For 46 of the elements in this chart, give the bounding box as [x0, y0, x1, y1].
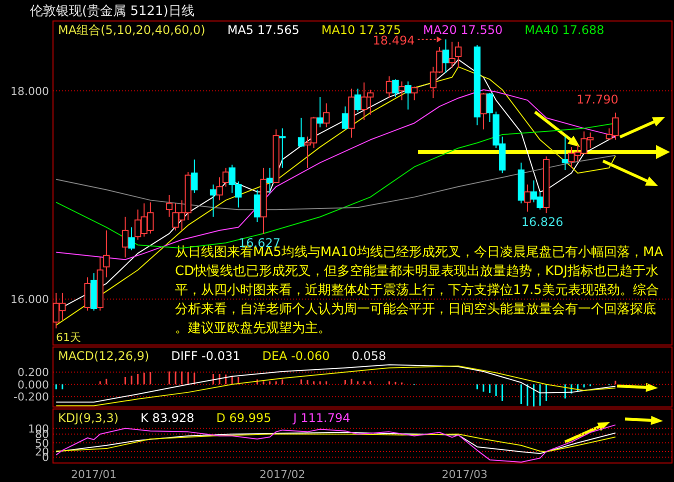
candlestick [342, 106, 349, 130]
candlestick [562, 136, 568, 170]
candlestick [392, 78, 399, 98]
candlestick [386, 76, 393, 99]
annotation: 16.826 [521, 215, 564, 230]
x-tick-label: 2017/03 [442, 468, 488, 481]
annotation: 61天 [56, 331, 81, 344]
candlestick [354, 88, 362, 112]
x-tick-label: 2017/01 [70, 468, 117, 481]
y-tick-label: 16.000 [10, 293, 49, 306]
text: J 111.794 [293, 411, 350, 425]
candlestick [298, 117, 305, 148]
candlestick [524, 184, 531, 212]
text: DIFF -0.031 [171, 349, 240, 363]
text: 0.058 [352, 349, 386, 363]
candlestick [254, 189, 261, 223]
candlestick [122, 216, 129, 258]
candlestick [404, 80, 412, 110]
chart-title: 伦敦银现(贵金属 5121)日线 [30, 4, 194, 19]
y-tick-label: -0.200 [14, 390, 49, 404]
candlestick [216, 176, 223, 201]
candlestick [166, 194, 173, 218]
candlestick [323, 102, 330, 128]
candlestick [128, 226, 135, 251]
candlestick [480, 92, 487, 130]
line-series [56, 424, 616, 463]
candlestick [222, 167, 230, 188]
text: K 83.928 [140, 411, 194, 425]
annotation: 17.790 [576, 92, 618, 107]
candlestick [103, 230, 110, 278]
y-tick-label: 0.000 [18, 378, 49, 392]
chart-title: KDJ(9,3,3) [58, 411, 119, 425]
candlestick [442, 38, 450, 74]
x-tick-label: 2017/02 [260, 468, 306, 481]
y-tick-label: 0.200 [18, 366, 49, 380]
candlestick [191, 159, 198, 194]
text: D 69.995 [216, 411, 272, 425]
candlestick [279, 128, 286, 168]
candlestick [411, 86, 418, 101]
text: DEA -0.060 [262, 349, 330, 363]
y-tick-label: 18.000 [10, 84, 49, 98]
candlestick [266, 167, 274, 194]
chart-title: MACD(12,26,9) [58, 349, 150, 363]
candlestick [84, 276, 91, 312]
candlestick [398, 80, 406, 101]
line-series [56, 89, 616, 260]
